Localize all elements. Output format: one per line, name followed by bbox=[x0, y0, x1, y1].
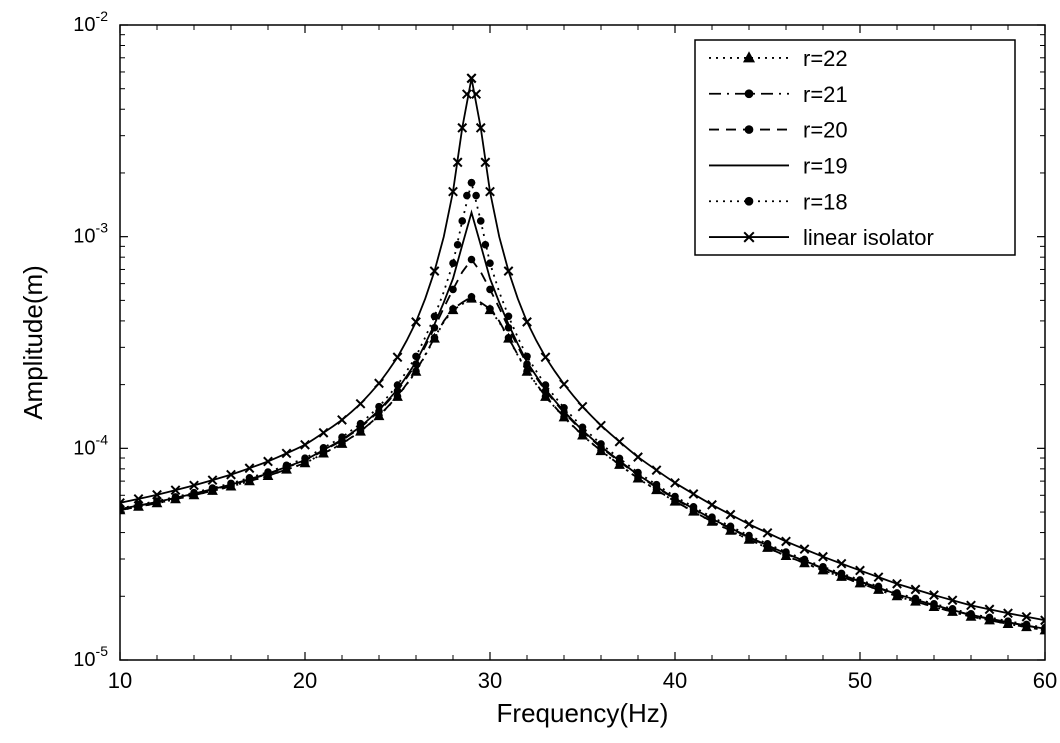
y-axis-label: Amplitude(m) bbox=[18, 265, 48, 420]
legend-box bbox=[695, 40, 1015, 255]
x-tick-label: 10 bbox=[108, 668, 132, 693]
x-axis-label: Frequency(Hz) bbox=[497, 698, 669, 728]
y-tick-label: 10-4 bbox=[73, 431, 108, 459]
legend-label: linear isolator bbox=[803, 225, 934, 250]
legend-label: r=21 bbox=[803, 82, 848, 107]
series-markers-r21 bbox=[117, 293, 1049, 633]
y-tick-label: 10-2 bbox=[73, 8, 108, 36]
series-line-r19 bbox=[120, 213, 1045, 629]
x-tick-label: 60 bbox=[1033, 668, 1057, 693]
series-line-r21 bbox=[120, 297, 1045, 631]
legend-label: r=22 bbox=[803, 46, 848, 71]
series-markers-r22 bbox=[115, 294, 1049, 634]
legend-label: r=18 bbox=[803, 189, 848, 214]
legend-label: r=20 bbox=[803, 118, 848, 143]
y-tick-label: 10-5 bbox=[73, 643, 108, 671]
legend: r=22 r=21 r=20 r=19 r=18 linear isolator bbox=[695, 40, 1015, 255]
series-line-r20 bbox=[120, 260, 1045, 630]
legend-label: r=19 bbox=[803, 153, 848, 178]
series-markers-r20 bbox=[117, 256, 1049, 632]
x-tick-label: 50 bbox=[848, 668, 872, 693]
chart-svg: 10 20 30 40 50 60 10-5 10-4 10-3 10-2 Frequency(Hz… bbox=[0, 0, 1060, 743]
y-tick-label: 10-3 bbox=[73, 220, 108, 248]
x-tick-label: 20 bbox=[293, 668, 317, 693]
x-tick-label: 30 bbox=[478, 668, 502, 693]
x-tick-label: 40 bbox=[663, 668, 687, 693]
amplitude-frequency-chart: 10 20 30 40 50 60 10-5 10-4 10-3 10-2 Frequency(Hz… bbox=[0, 0, 1060, 743]
